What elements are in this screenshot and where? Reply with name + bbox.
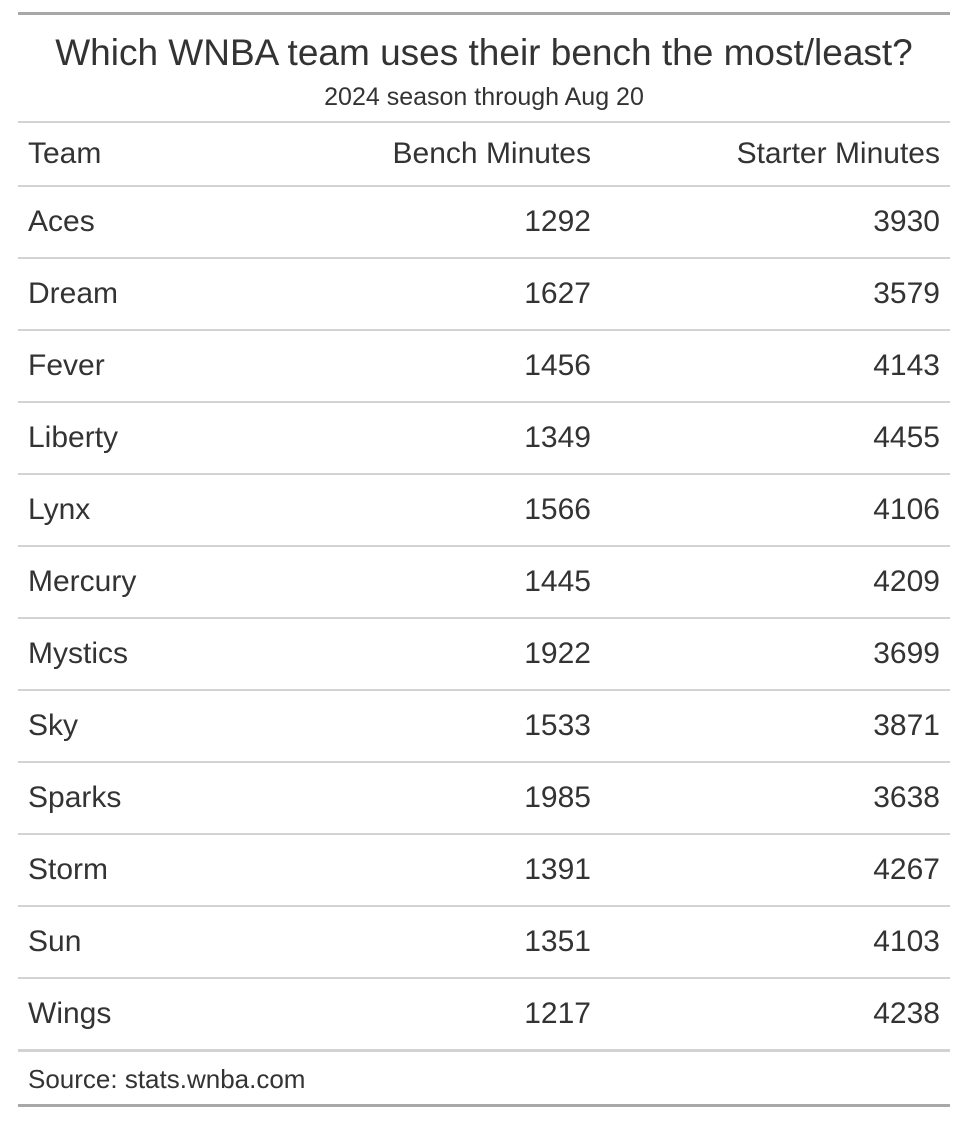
starter-minutes-cell: 4238 <box>601 978 950 1052</box>
starter-minutes-cell: 4267 <box>601 834 950 907</box>
table-header: Team Bench Minutes Starter Minutes <box>18 122 950 187</box>
team-cell: Fever <box>18 330 268 403</box>
starter-minutes-cell: 3579 <box>601 258 950 331</box>
column-header-team: Team <box>18 122 268 187</box>
starter-minutes-cell: 3638 <box>601 762 950 835</box>
starter-minutes-cell: 4143 <box>601 330 950 403</box>
team-cell: Wings <box>18 978 268 1052</box>
header-row: Team Bench Minutes Starter Minutes <box>18 122 950 187</box>
source-note: Source: stats.wnba.com <box>28 1064 306 1094</box>
starter-minutes-cell: 3930 <box>601 186 950 259</box>
table-row: Dream 1627 3579 <box>18 258 950 331</box>
table-row: Liberty 1349 4455 <box>18 402 950 475</box>
column-header-bench-minutes: Bench Minutes <box>268 122 601 187</box>
table-row: Aces 1292 3930 <box>18 186 950 259</box>
bench-minutes-cell: 1627 <box>268 258 601 331</box>
team-cell: Lynx <box>18 474 268 547</box>
starter-minutes-cell: 3699 <box>601 618 950 691</box>
bench-minutes-cell: 1351 <box>268 906 601 979</box>
table-row: Fever 1456 4143 <box>18 330 950 403</box>
team-cell: Sparks <box>18 762 268 835</box>
team-cell: Mercury <box>18 546 268 619</box>
team-cell: Dream <box>18 258 268 331</box>
bench-minutes-cell: 1391 <box>268 834 601 907</box>
bench-minutes-cell: 1922 <box>268 618 601 691</box>
starter-minutes-cell: 4103 <box>601 906 950 979</box>
table-row: Mystics 1922 3699 <box>18 618 950 691</box>
bench-minutes-cell: 1566 <box>268 474 601 547</box>
table-row: Sparks 1985 3638 <box>18 762 950 835</box>
table-card: Which WNBA team uses their bench the mos… <box>18 12 950 1107</box>
team-cell: Liberty <box>18 402 268 475</box>
bench-minutes-cell: 1985 <box>268 762 601 835</box>
table-row: Storm 1391 4267 <box>18 834 950 907</box>
table-row: Mercury 1445 4209 <box>18 546 950 619</box>
starter-minutes-cell: 4106 <box>601 474 950 547</box>
table-row: Sky 1533 3871 <box>18 690 950 763</box>
bench-minutes-cell: 1292 <box>268 186 601 259</box>
table-row: Lynx 1566 4106 <box>18 474 950 547</box>
table-body: Aces 1292 3930 Dream 1627 3579 Fever 1456 4143 Li… <box>18 186 950 1052</box>
bench-minutes-cell: 1217 <box>268 978 601 1052</box>
bench-minutes-cell: 1456 <box>268 330 601 403</box>
starter-minutes-cell: 3871 <box>601 690 950 763</box>
team-cell: Mystics <box>18 618 268 691</box>
team-cell: Sky <box>18 690 268 763</box>
table-row: Wings 1217 4238 <box>18 978 950 1052</box>
team-cell: Sun <box>18 906 268 979</box>
bench-minutes-cell: 1533 <box>268 690 601 763</box>
table-row: Sun 1351 4103 <box>18 906 950 979</box>
starter-minutes-cell: 4209 <box>601 546 950 619</box>
chart-title: Which WNBA team uses their bench the mos… <box>55 32 913 73</box>
team-cell: Storm <box>18 834 268 907</box>
chart-subtitle: 2024 season through Aug 20 <box>324 83 644 111</box>
bench-minutes-cell: 1349 <box>268 402 601 475</box>
data-table: Team Bench Minutes Starter Minutes Aces 1… <box>18 121 950 1052</box>
bench-minutes-cell: 1445 <box>268 546 601 619</box>
team-cell: Aces <box>18 186 268 259</box>
starter-minutes-cell: 4455 <box>601 402 950 475</box>
column-header-starter-minutes: Starter Minutes <box>601 122 950 187</box>
